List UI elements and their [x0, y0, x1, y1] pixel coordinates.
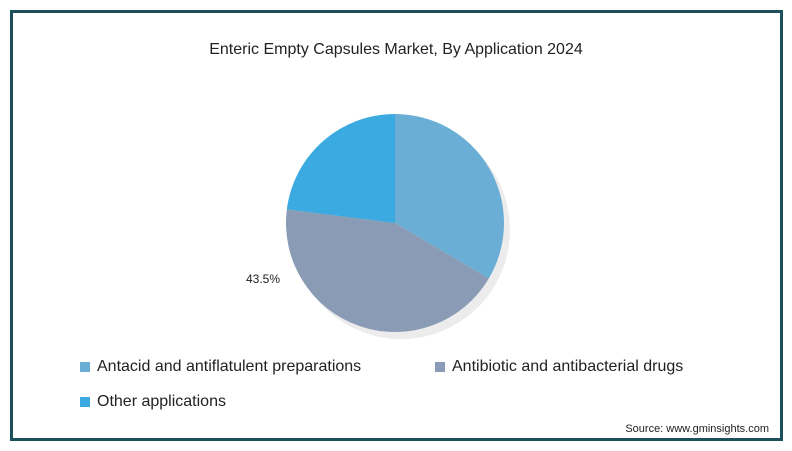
- legend-label-other: Other applications: [97, 393, 226, 410]
- pie-slice-other: [286, 114, 395, 223]
- legend-item-antibiotic: Antibiotic and antibacterial drugs: [435, 358, 683, 376]
- legend-swatch-antacid: [80, 362, 90, 372]
- pie-slice-antacid: [395, 114, 505, 279]
- legend-item-other: Other applications: [80, 393, 226, 411]
- legend-label-antibiotic: Antibiotic and antibacterial drugs: [452, 358, 684, 375]
- legend-label-antacid: Antacid and antiflatulent preparations: [97, 358, 362, 375]
- data-label-antibiotic: 43.5%: [246, 272, 280, 286]
- pie-slice-antibiotic: [286, 209, 489, 332]
- legend-swatch-antibiotic: [435, 362, 445, 372]
- source-note: Source: www.gminsights.com: [625, 423, 769, 435]
- chart-title: Enteric Empty Capsules Market, By Applic…: [209, 41, 583, 58]
- legend-swatch-other: [80, 397, 90, 407]
- legend-item-antacid: Antacid and antiflatulent preparations: [80, 358, 361, 376]
